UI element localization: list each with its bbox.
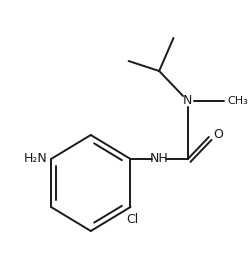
Text: O: O (214, 129, 224, 141)
Text: Cl: Cl (126, 213, 138, 226)
Text: NH: NH (150, 152, 169, 166)
Text: N: N (183, 94, 192, 107)
Text: H₂N: H₂N (24, 152, 47, 166)
Text: CH₃: CH₃ (227, 96, 248, 106)
